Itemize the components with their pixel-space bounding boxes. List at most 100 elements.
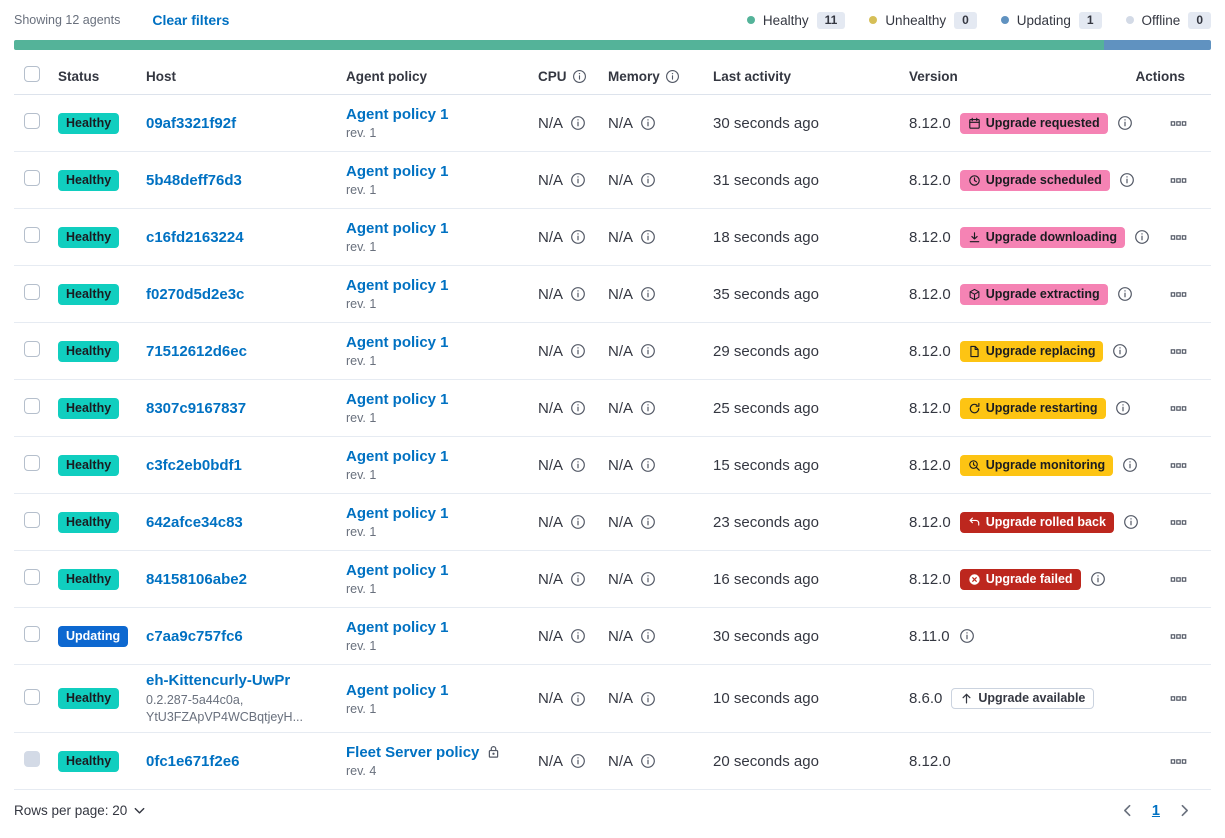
agent-policy-link[interactable]: Agent policy 1 <box>346 334 449 351</box>
upgrade-details-icon[interactable] <box>1090 571 1106 587</box>
row-checkbox[interactable] <box>24 398 40 414</box>
host-link[interactable]: f0270d5d2e3c <box>146 285 245 303</box>
row-checkbox[interactable] <box>24 170 40 186</box>
info-icon[interactable] <box>640 753 656 769</box>
actions-menu-icon[interactable] <box>1170 628 1187 645</box>
agent-policy-link[interactable]: Agent policy 1 <box>346 106 449 123</box>
rows-per-page-button[interactable]: Rows per page: 20 <box>14 803 147 818</box>
info-icon[interactable] <box>570 514 586 530</box>
row-checkbox[interactable] <box>24 569 40 585</box>
cpu-info-icon[interactable] <box>572 69 587 84</box>
host-link[interactable]: c16fd2163224 <box>146 228 244 246</box>
actions-menu-icon[interactable] <box>1170 286 1187 303</box>
info-icon[interactable] <box>640 571 656 587</box>
agent-policy-link[interactable]: Agent policy 1 <box>346 505 449 522</box>
agent-policy-link[interactable]: Agent policy 1 <box>346 391 449 408</box>
memory-value: N/A <box>608 513 634 531</box>
upgrade-details-icon[interactable] <box>1119 172 1135 188</box>
host-link[interactable]: 642afce34c83 <box>146 513 243 531</box>
info-icon[interactable] <box>640 691 656 707</box>
info-icon[interactable] <box>570 400 586 416</box>
status-dot-icon <box>746 16 755 24</box>
upgrade-details-icon[interactable] <box>1117 115 1133 131</box>
policy-revision: rev. 1 <box>346 297 377 311</box>
row-checkbox[interactable] <box>24 512 40 528</box>
host-link[interactable]: eh-Kittencurly-UwPr <box>146 672 291 689</box>
actions-menu-icon[interactable] <box>1170 690 1187 707</box>
info-icon[interactable] <box>570 753 586 769</box>
upgrade-badge-icon <box>968 573 981 586</box>
cpu-value: N/A <box>538 399 564 417</box>
host-link[interactable]: 0fc1e671f2e6 <box>146 752 240 770</box>
agent-policy-link[interactable]: Agent policy 1 <box>346 220 449 237</box>
info-icon[interactable] <box>640 628 656 644</box>
row-checkbox[interactable] <box>24 113 40 129</box>
agent-policy-link[interactable]: Fleet Server policy <box>346 744 480 761</box>
agent-policy-link[interactable]: Agent policy 1 <box>346 277 449 294</box>
actions-menu-icon[interactable] <box>1170 514 1187 531</box>
info-icon[interactable] <box>570 286 586 302</box>
page-number-button[interactable]: 1 <box>1151 802 1160 819</box>
host-link[interactable]: 84158106abe2 <box>146 570 247 588</box>
info-icon[interactable] <box>570 571 586 587</box>
agent-policy-link[interactable]: Agent policy 1 <box>346 448 449 465</box>
info-icon[interactable] <box>570 457 586 473</box>
agent-version: 8.12.0 <box>909 570 951 588</box>
info-icon[interactable] <box>570 115 586 131</box>
actions-menu-icon[interactable] <box>1170 457 1187 474</box>
info-icon[interactable] <box>640 229 656 245</box>
actions-menu-icon[interactable] <box>1170 400 1187 417</box>
info-icon[interactable] <box>570 172 586 188</box>
upgrade-details-icon[interactable] <box>1112 343 1128 359</box>
info-icon[interactable] <box>640 514 656 530</box>
agent-policy-link[interactable]: Agent policy 1 <box>346 163 449 180</box>
last-activity-value: 20 seconds ago <box>713 752 819 770</box>
agent-policy-link[interactable]: Agent policy 1 <box>346 619 449 636</box>
upgrade-badge-icon <box>968 516 981 529</box>
info-icon[interactable] <box>640 457 656 473</box>
previous-page-icon[interactable] <box>1119 802 1136 819</box>
row-checkbox[interactable] <box>24 341 40 357</box>
actions-menu-icon[interactable] <box>1170 115 1187 132</box>
upgrade-details-icon[interactable] <box>1134 229 1150 245</box>
host-link[interactable]: 5b48deff76d3 <box>146 171 242 189</box>
info-icon[interactable] <box>570 229 586 245</box>
upgrade-details-icon[interactable] <box>1122 457 1138 473</box>
upgrade-details-icon[interactable] <box>959 628 975 644</box>
info-icon[interactable] <box>570 691 586 707</box>
select-all-checkbox[interactable] <box>24 66 40 82</box>
info-icon[interactable] <box>640 172 656 188</box>
host-link[interactable]: c3fc2eb0bdf1 <box>146 456 242 474</box>
actions-menu-icon[interactable] <box>1170 172 1187 189</box>
clear-filters-link[interactable]: Clear filters <box>152 12 230 28</box>
memory-info-icon[interactable] <box>665 69 680 84</box>
host-link[interactable]: 8307c9167837 <box>146 399 247 417</box>
column-header-last-activity: Last activity <box>713 68 792 84</box>
next-page-icon[interactable] <box>1176 802 1193 819</box>
info-icon[interactable] <box>570 628 586 644</box>
agent-policy-link[interactable]: Agent policy 1 <box>346 562 449 579</box>
actions-menu-icon[interactable] <box>1170 229 1187 246</box>
row-checkbox[interactable] <box>24 626 40 642</box>
info-icon[interactable] <box>640 115 656 131</box>
host-link[interactable]: 71512612d6ec <box>146 342 247 360</box>
upgrade-details-icon[interactable] <box>1123 514 1139 530</box>
info-icon[interactable] <box>640 400 656 416</box>
row-checkbox[interactable] <box>24 284 40 300</box>
upgrade-details-icon[interactable] <box>1117 286 1133 302</box>
actions-menu-icon[interactable] <box>1170 753 1187 770</box>
info-icon[interactable] <box>570 343 586 359</box>
agent-policy-link[interactable]: Agent policy 1 <box>346 681 449 699</box>
upgrade-details-icon[interactable] <box>1115 400 1131 416</box>
host-link[interactable]: 09af3321f92f <box>146 114 237 132</box>
info-icon[interactable] <box>640 286 656 302</box>
host-link[interactable]: c7aa9c757fc6 <box>146 627 243 645</box>
row-checkbox[interactable] <box>24 455 40 471</box>
actions-menu-icon[interactable] <box>1170 343 1187 360</box>
actions-menu-icon[interactable] <box>1170 571 1187 588</box>
row-checkbox[interactable] <box>24 688 40 705</box>
info-icon[interactable] <box>640 343 656 359</box>
column-header-actions: Actions <box>1135 68 1185 84</box>
cpu-value: N/A <box>538 114 564 132</box>
row-checkbox[interactable] <box>24 227 40 243</box>
